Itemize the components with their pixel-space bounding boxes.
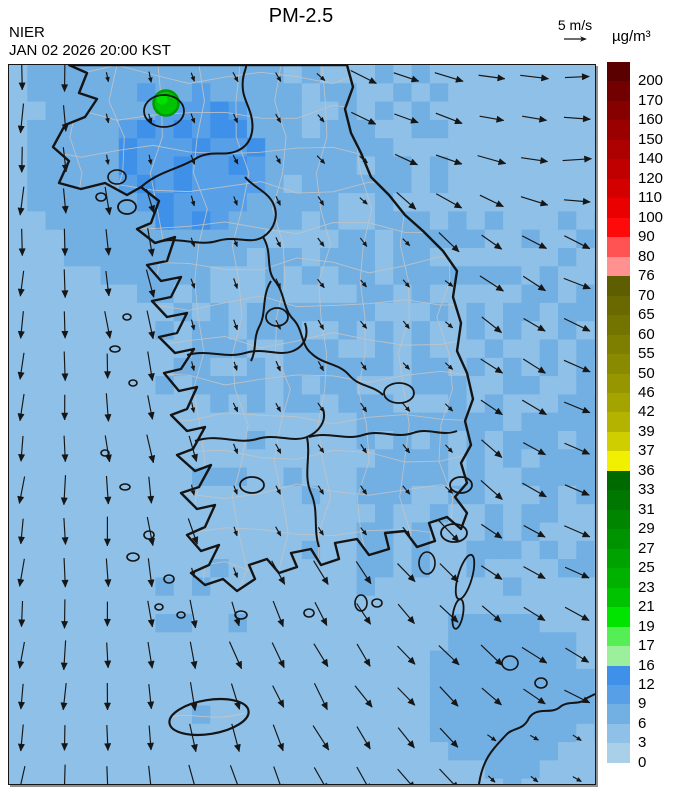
colorbar-tick-label: 39 xyxy=(638,422,655,440)
colorbar-tick-label: 50 xyxy=(638,364,655,382)
colorbar-tick-label: 17 xyxy=(638,637,655,655)
colorbar-segment: 110 xyxy=(607,178,662,206)
colorbar-segment: 3 xyxy=(607,723,646,751)
colorbar-segment: 21 xyxy=(607,587,655,615)
colorbar-segment: 80 xyxy=(607,237,655,265)
colorbar-segment: 65 xyxy=(607,295,655,323)
colorbar-tick-label: 120 xyxy=(638,169,664,187)
colorbar-segment: 200 xyxy=(607,62,663,89)
colorbar-segment: 76 xyxy=(607,256,655,284)
source-label: NIER xyxy=(9,24,45,41)
colorbar-segment: 29 xyxy=(607,509,655,537)
colorbar-tick-label: 140 xyxy=(638,150,664,168)
colorbar-tick-label: 60 xyxy=(638,325,655,343)
colorbar-segment: 27 xyxy=(607,529,655,557)
colorbar-tick-label: 19 xyxy=(638,617,655,635)
colorbar-segment: 36 xyxy=(607,451,655,479)
map-canvas xyxy=(9,65,595,784)
colorbar-tick-label: 42 xyxy=(638,403,655,421)
colorbar-tick-label: 90 xyxy=(638,228,655,246)
colorbar-segment: 55 xyxy=(607,334,655,362)
colorbar-segment: 12 xyxy=(607,665,655,693)
colorbar-tick-label: 36 xyxy=(638,461,655,479)
colorbar-segment: 50 xyxy=(607,354,655,382)
colorbar-segment: 37 xyxy=(607,431,655,459)
korea-pm25-map xyxy=(8,64,596,785)
colorbar-segment: 9 xyxy=(607,685,646,712)
colorbar-tick-label: 37 xyxy=(638,442,655,460)
colorbar-segment: 19 xyxy=(607,607,655,635)
colorbar-segment: 120 xyxy=(607,159,663,187)
colorbar-segment: 100 xyxy=(607,198,663,226)
colorbar-tick-label: 27 xyxy=(638,539,655,557)
colorbar-tick-label: 9 xyxy=(638,695,647,713)
colorbar-tick-label: 21 xyxy=(638,598,655,616)
colorbar-tick-label: 65 xyxy=(638,306,655,324)
colorbar-tick-label: 55 xyxy=(638,345,655,363)
colorbar-segment: 0 xyxy=(607,743,646,771)
colorbar-segment: 160 xyxy=(607,100,663,128)
colorbar-tick-label: 12 xyxy=(638,676,655,693)
wind-legend-arrow-icon xyxy=(564,36,587,42)
colorbar-segment: 42 xyxy=(607,392,655,420)
unit-label: µg/m³ xyxy=(612,28,651,45)
colorbar-segment: 60 xyxy=(607,315,655,343)
colorbar-tick-label: 160 xyxy=(638,111,664,129)
datetime-label: JAN 02 2026 20:00 KST xyxy=(9,42,171,59)
colorbar-segment: 70 xyxy=(607,276,655,304)
colorbar-tick-label: 0 xyxy=(638,753,647,771)
colorbar-tick-label: 80 xyxy=(638,247,655,265)
colorbar-segment: 46 xyxy=(607,373,655,401)
colorbar-tick-label: 29 xyxy=(638,520,655,538)
colorbar-tick-label: 200 xyxy=(638,72,664,90)
colorbar-tick-label: 70 xyxy=(638,286,655,304)
page-title: PM-2.5 xyxy=(268,5,334,27)
colorbar-tick-label: 33 xyxy=(638,481,655,499)
concentration-colorbar: 200 170 160 150 140 120 110 100 90 80 76 70 65 60 55 50… xyxy=(607,62,663,771)
colorbar-segment: 33 xyxy=(607,470,655,498)
colorbar-segment: 140 xyxy=(607,139,663,167)
colorbar-segment: 6 xyxy=(607,704,646,732)
colorbar-segment: 170 xyxy=(607,81,663,109)
colorbar-tick-label: 150 xyxy=(638,130,664,148)
colorbar-tick-label: 170 xyxy=(638,91,664,109)
wind-speed-legend-label: 5 m/s xyxy=(557,17,593,33)
colorbar-tick-label: 6 xyxy=(638,714,647,732)
colorbar-segment: 150 xyxy=(607,120,663,148)
colorbar-segment: 17 xyxy=(607,626,655,654)
colorbar-tick-label: 25 xyxy=(638,559,655,577)
colorbar-segment: 90 xyxy=(607,217,655,245)
colorbar-segment: 16 xyxy=(607,646,655,674)
colorbar-tick-label: 76 xyxy=(638,267,655,285)
colorbar-tick-label: 46 xyxy=(638,383,655,401)
colorbar-tick-label: 23 xyxy=(638,578,655,596)
colorbar-tick-label: 16 xyxy=(638,656,655,674)
colorbar-tick-label: 3 xyxy=(638,734,647,752)
colorbar-segment: 25 xyxy=(607,548,655,576)
colorbar-tick-label: 100 xyxy=(638,208,664,226)
colorbar-tick-label: 31 xyxy=(638,500,655,518)
colorbar-tick-label: 110 xyxy=(638,189,662,207)
colorbar-segment: 39 xyxy=(607,412,655,440)
colorbar-segment: 23 xyxy=(607,568,655,596)
colorbar-segment: 31 xyxy=(607,490,655,518)
